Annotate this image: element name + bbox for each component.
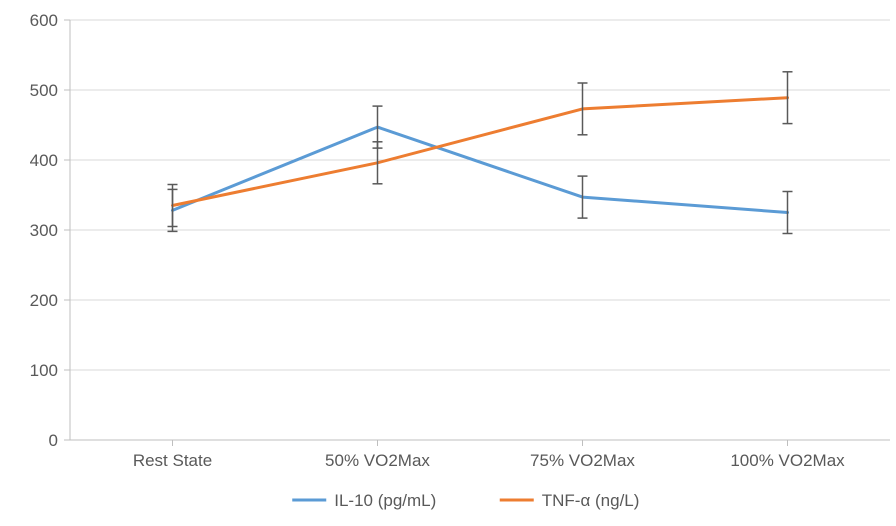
legend-label: TNF-α (ng/L) [542, 491, 640, 510]
y-tick-label: 500 [30, 81, 58, 100]
x-category-label: 75% VO2Max [530, 451, 635, 470]
legend-label: IL-10 (pg/mL) [334, 491, 436, 510]
y-tick-label: 200 [30, 291, 58, 310]
y-tick-label: 400 [30, 151, 58, 170]
y-tick-label: 300 [30, 221, 58, 240]
y-tick-label: 100 [30, 361, 58, 380]
cytokine-line-chart: 0 100 200 300 400 500 600 Rest State 50% VO2Max 7… [0, 0, 896, 526]
x-category-label: Rest State [133, 451, 212, 470]
y-tick-label: 0 [49, 431, 58, 450]
x-category-label: 100% VO2Max [730, 451, 845, 470]
x-category-label: 50% VO2Max [325, 451, 430, 470]
y-tick-label: 600 [30, 11, 58, 30]
